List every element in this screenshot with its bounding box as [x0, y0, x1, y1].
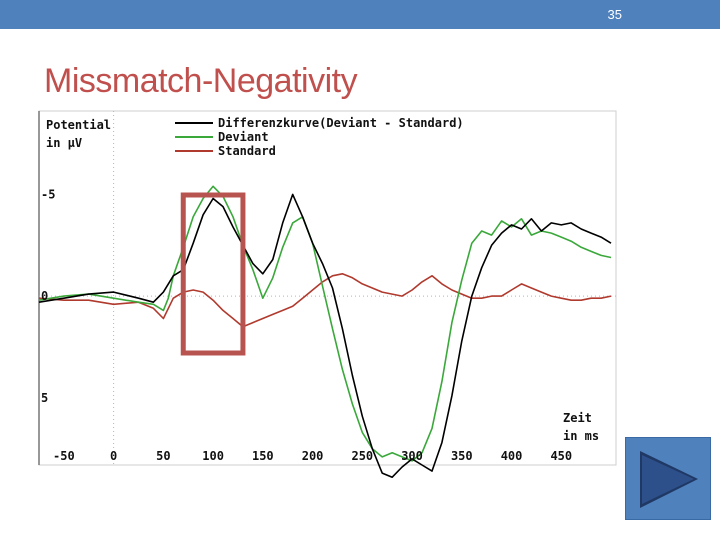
- slide-number: 35: [607, 7, 622, 22]
- x-axis-label-line2: in ms: [563, 429, 599, 443]
- legend-label-differenzkurve-deviant-standard: Differenzkurve(Deviant - Standard): [218, 116, 464, 130]
- y-axis-label: Potential in µV: [46, 118, 111, 150]
- y-tick-label: -5: [41, 187, 55, 201]
- top-banner: 35: [0, 0, 720, 29]
- legend-label-deviant: Deviant: [218, 130, 269, 144]
- plot-frame: [38, 110, 617, 466]
- x-tick-label: 150: [252, 449, 274, 463]
- series-group: [38, 185, 612, 479]
- series-line-differenzkurve-deviant-standard: [38, 193, 612, 479]
- y-tick-label: 0: [41, 289, 48, 303]
- x-tick-label: 300: [401, 449, 423, 463]
- x-axis-label: Zeit in ms: [563, 411, 599, 443]
- x-tick-label: 450: [550, 449, 572, 463]
- next-slide-button[interactable]: [625, 437, 711, 520]
- highlight-box: [180, 192, 246, 356]
- x-tick-label: -50: [53, 449, 75, 463]
- grid-lines: [39, 111, 616, 465]
- series-line-deviant: [38, 185, 612, 462]
- y-axis-label-line2: in µV: [46, 136, 82, 150]
- y-axis-label-line1: Potential: [46, 118, 111, 132]
- y-tick-labels: -5 0 5: [41, 187, 55, 404]
- x-tick-label: 100: [202, 449, 224, 463]
- legend-label-standard: Standard: [218, 144, 276, 158]
- x-tick-label: 200: [302, 449, 324, 463]
- x-tick-label: 0: [110, 449, 117, 463]
- y-tick-label: 5: [41, 391, 48, 405]
- legend: Differenzkurve(Deviant - Standard)Devian…: [175, 116, 464, 158]
- x-tick-label: 250: [351, 449, 373, 463]
- slide-title: Missmatch-Negativity: [44, 62, 358, 100]
- x-tick-label: 400: [501, 449, 523, 463]
- x-tick-label: 50: [156, 449, 170, 463]
- x-tick-label: 350: [451, 449, 473, 463]
- play-arrow-icon: [640, 451, 698, 508]
- x-tick-labels: -50 0 50 100 150 200 250 300 350 400 450: [53, 449, 572, 463]
- x-axis-label-line1: Zeit: [563, 411, 592, 425]
- series-line-standard: [38, 272, 612, 328]
